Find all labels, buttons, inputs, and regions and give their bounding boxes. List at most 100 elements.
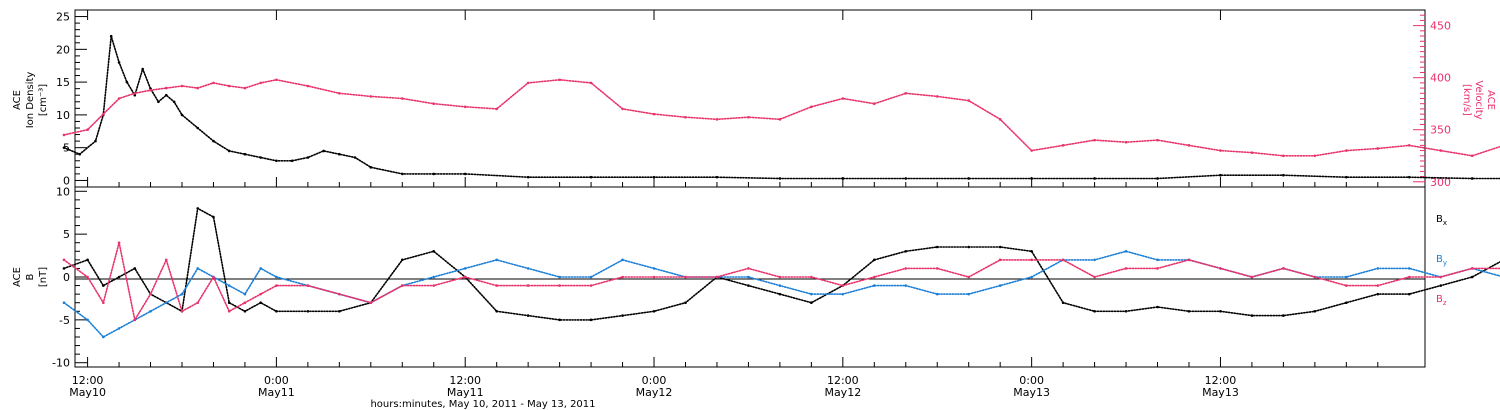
velocity-tick-label: 400 — [1430, 72, 1451, 85]
bx-series-point — [117, 275, 121, 279]
by-series-point — [967, 292, 971, 296]
density-series-point — [1219, 173, 1222, 177]
density-series-point — [109, 34, 113, 38]
velocity-series-point — [338, 91, 341, 95]
bz-series-point — [1313, 275, 1317, 279]
bx-series-point — [967, 245, 971, 249]
legend-bz-base: B — [1436, 294, 1443, 305]
density-series-point — [1345, 175, 1348, 179]
date-tick-label: May13 — [1013, 386, 1050, 399]
bz-series-point — [747, 267, 750, 270]
bz-series-point — [558, 284, 561, 287]
by-series-point — [243, 292, 247, 296]
bx-series-point — [652, 309, 656, 313]
bx-series-point — [904, 249, 908, 253]
velocity-series-point — [1093, 138, 1096, 142]
velocity-label-line1: ACE — [1485, 90, 1496, 110]
velocity-series-point — [652, 112, 656, 116]
density-series-point — [1093, 177, 1096, 180]
density-series-point — [463, 172, 467, 176]
bz-series-point — [778, 275, 782, 279]
density-tick-label: 15 — [56, 76, 70, 89]
velocity-series-point — [495, 107, 498, 111]
velocity-series-point — [998, 118, 1002, 121]
bz-series-point — [196, 301, 200, 305]
density-series-point — [400, 172, 404, 176]
bx-series-point — [432, 249, 436, 253]
by-series-point — [62, 301, 66, 305]
time-tick-label: 12:00 — [449, 374, 481, 387]
bz-series-point — [589, 284, 593, 287]
bx-series-point — [684, 301, 687, 305]
velocity-series-point — [432, 102, 436, 106]
by-series-point — [589, 275, 593, 279]
legend-by: By — [1436, 254, 1447, 267]
bfield-label-line3: [nT] — [38, 267, 49, 287]
bz-series-point — [1345, 284, 1348, 287]
bz-series-point — [1407, 275, 1411, 279]
bfield-tick-label: 10 — [56, 185, 70, 198]
velocity-series — [63, 79, 1500, 157]
bz-series-point — [212, 275, 215, 279]
density-series-point — [125, 80, 129, 84]
density-series-point — [306, 156, 310, 159]
density-series-point — [1030, 177, 1033, 180]
density-series-point — [1282, 173, 1285, 177]
velocity-tick-label: 350 — [1430, 124, 1451, 137]
velocity-series-point — [1061, 144, 1065, 147]
bz-series-point — [967, 275, 971, 279]
velocity-series-point — [243, 86, 247, 90]
bx-series-point — [1187, 309, 1191, 313]
density-series-point — [157, 100, 160, 104]
bx-series-point — [873, 258, 876, 262]
bx-series-point — [1313, 309, 1317, 313]
velocity-series-point — [1187, 144, 1191, 147]
velocity-tick-label: 450 — [1430, 20, 1451, 33]
bx-series-point — [526, 314, 530, 317]
by-series-point — [1376, 267, 1380, 270]
bz-series-point — [338, 292, 341, 296]
bz-series-point — [149, 292, 152, 296]
bx-series-point — [747, 284, 750, 287]
velocity-series-point — [904, 91, 908, 95]
by-series-point — [1156, 258, 1159, 262]
bx-series-point — [1376, 292, 1380, 296]
time-tick-label: 0:00 — [264, 374, 289, 387]
time-axis-label: hours:minutes, May 10, 2011 - May 13, 20… — [370, 399, 595, 410]
density-tick-label: 20 — [56, 43, 70, 56]
bx-series-point — [133, 267, 137, 270]
by-series-point — [841, 292, 845, 296]
density-series-point — [227, 149, 231, 153]
density-series-point — [841, 177, 845, 180]
density-series — [63, 35, 1500, 180]
by-series-point — [463, 267, 467, 270]
bfield-label-line2: B — [25, 273, 36, 280]
time-tick-label: 0:00 — [1019, 374, 1044, 387]
velocity-series-point — [1376, 147, 1380, 150]
velocity-series-point — [967, 99, 971, 102]
bx-series-point — [558, 318, 561, 322]
bz-series-point — [998, 258, 1002, 262]
velocity-tick-label: 300 — [1430, 176, 1451, 189]
velocity-series-point — [463, 105, 467, 109]
bz-series-point — [306, 284, 310, 287]
by-series-point — [196, 267, 200, 270]
bx-series-point — [196, 207, 200, 210]
bfield-tick-label: -10 — [52, 357, 70, 370]
by-series-point — [810, 292, 813, 296]
legend-bz: Bz — [1436, 294, 1447, 307]
velocity-series-point — [589, 81, 593, 85]
bz-series-point — [1093, 275, 1096, 279]
bz-series-point — [400, 284, 404, 287]
density-series-point — [196, 126, 200, 130]
bz-series-point — [684, 275, 687, 279]
bfield-legend: Bx By Bz — [1436, 214, 1447, 307]
bz-series-point — [1282, 267, 1285, 270]
density-axis-label: ACE Ion Density [cm⁻³] — [12, 72, 49, 129]
date-tick-label: May12 — [824, 386, 861, 399]
bx-series-point — [1061, 301, 1065, 305]
density-series-point — [212, 139, 215, 143]
by-series-point — [526, 267, 530, 270]
time-tick-label: 0:00 — [642, 374, 667, 387]
